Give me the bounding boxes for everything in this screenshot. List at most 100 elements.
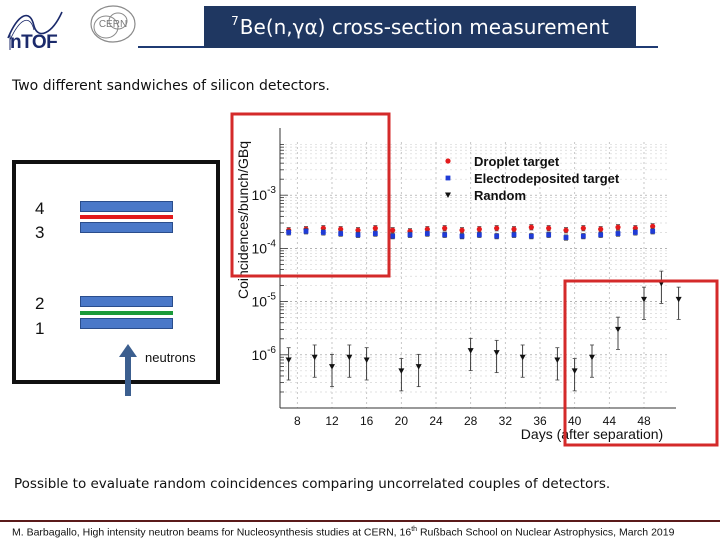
silicon-detector-2 — [80, 296, 173, 307]
data-point-square — [632, 229, 638, 235]
y-tick-label: 10-4 — [252, 238, 277, 256]
data-point-triangle-down — [615, 326, 621, 333]
data-point-triangle-down — [311, 354, 318, 361]
data-point-square — [546, 232, 552, 238]
detector-label-3: 3 — [35, 223, 45, 242]
data-point-square — [303, 228, 309, 234]
data-point-circle — [650, 223, 656, 229]
data-point-triangle-down — [589, 354, 595, 361]
data-point-circle — [476, 226, 482, 232]
y-tick-base: 10 — [252, 294, 268, 310]
silicon-detector-4 — [80, 201, 173, 212]
x-tick-label: 36 — [533, 414, 547, 428]
footer-superscript: th — [411, 526, 418, 533]
data-point-square — [355, 232, 361, 238]
y-tick-exponent: -5 — [267, 292, 276, 303]
y-tick-exponent: -4 — [267, 238, 276, 249]
data-point-circle — [580, 225, 586, 231]
y-tick-base: 10 — [252, 347, 268, 363]
data-point-triangle-down — [346, 354, 353, 361]
data-point-square — [372, 231, 378, 236]
page-title: 7 Be(n,γα) cross-section measurement — [204, 6, 636, 48]
data-point-square — [494, 233, 500, 239]
x-tick-label: 40 — [568, 414, 582, 428]
x-tick-label: 28 — [464, 414, 478, 428]
data-point-square — [424, 231, 430, 236]
legend-marker — [445, 158, 451, 164]
y-axis-label: Coincidences/bunch/GBq — [235, 141, 251, 299]
data-point-circle — [615, 224, 621, 230]
silicon-detector-3 — [80, 222, 173, 233]
data-point-circle — [338, 226, 344, 232]
data-point-circle — [511, 226, 517, 232]
data-point-circle — [442, 225, 448, 231]
data-point-square — [320, 229, 326, 235]
footer-citation: M. Barbagallo, High intensity neutron be… — [12, 526, 674, 539]
data-point-square — [338, 231, 344, 236]
data-point-triangle-down — [675, 296, 682, 303]
data-point-square — [407, 232, 413, 238]
data-point-triangle-down — [415, 364, 422, 370]
ntof-logo-text: nTOF — [10, 32, 58, 53]
data-point-triangle-down — [493, 350, 500, 356]
detector-label-2: 2 — [35, 294, 45, 313]
neutron-beam-arrow-head — [119, 344, 137, 357]
data-point-triangle-down — [467, 348, 474, 354]
y-tick-label: 10-5 — [252, 292, 277, 310]
y-tick-base: 10 — [252, 240, 268, 256]
data-point-square — [459, 233, 465, 239]
detector-diagram — [12, 160, 220, 384]
data-point-circle — [424, 226, 430, 232]
data-point-square — [615, 231, 621, 236]
plot-marks — [285, 223, 682, 392]
neutrons-label: neutrons — [145, 350, 196, 365]
footer-text-start: M. Barbagallo, High intensity neutron be… — [12, 526, 412, 539]
data-point-square — [580, 233, 586, 239]
data-point-circle — [372, 225, 378, 231]
data-point-triangle-down — [363, 357, 370, 363]
data-point-square — [286, 229, 292, 235]
subtitle: Two different sandwiches of silicon dete… — [12, 78, 330, 94]
legend-marker — [445, 192, 451, 198]
detector-label-4: 4 — [35, 199, 45, 218]
x-tick-label: 20 — [395, 414, 409, 428]
ntof-logo — [7, 11, 63, 50]
data-point-triangle-down — [641, 296, 647, 303]
y-tick-label: 10-3 — [252, 185, 277, 203]
x-tick-label: 12 — [325, 414, 339, 428]
x-tick-label: 44 — [603, 414, 617, 428]
legend-label: Electrodeposited target — [474, 171, 620, 186]
data-point-triangle-down — [519, 354, 526, 361]
highlight-box-early-days — [230, 112, 391, 278]
title-text: Be(n,γα) cross-section measurement — [239, 15, 609, 39]
data-point-circle — [355, 227, 361, 233]
footer-text-end: Rußbach School on Nuclear Astrophysics, … — [417, 526, 675, 539]
highlight-box-late-days — [563, 279, 719, 447]
data-point-circle — [459, 227, 465, 233]
data-point-square — [598, 232, 604, 238]
silicon-detector-1 — [80, 318, 173, 329]
data-point-circle — [528, 224, 534, 230]
data-point-triangle-down — [329, 364, 335, 370]
neutron-beam-arrow — [125, 356, 131, 396]
conclusion-text: Possible to evaluate random coincidences… — [14, 476, 611, 492]
x-tick-label: 8 — [294, 414, 301, 428]
y-tick-exponent: -3 — [267, 185, 276, 196]
data-point-square — [563, 235, 569, 240]
data-point-triangle-down — [398, 368, 405, 374]
detector-label-1: 1 — [35, 319, 45, 338]
legend-label: Random — [474, 188, 526, 203]
footer-rule — [0, 520, 720, 522]
data-point-circle — [390, 227, 396, 233]
legend-label: Droplet target — [474, 154, 560, 169]
x-axis-label: Days (after separation) — [521, 426, 663, 442]
droplet-target-foil — [80, 215, 173, 219]
y-tick-exponent: -6 — [267, 345, 276, 356]
data-point-square — [390, 233, 396, 239]
data-point-square — [511, 232, 517, 238]
data-point-circle — [563, 227, 569, 233]
data-point-triangle-down — [285, 357, 292, 363]
data-point-triangle-down — [554, 357, 561, 363]
data-point-circle — [494, 225, 500, 231]
